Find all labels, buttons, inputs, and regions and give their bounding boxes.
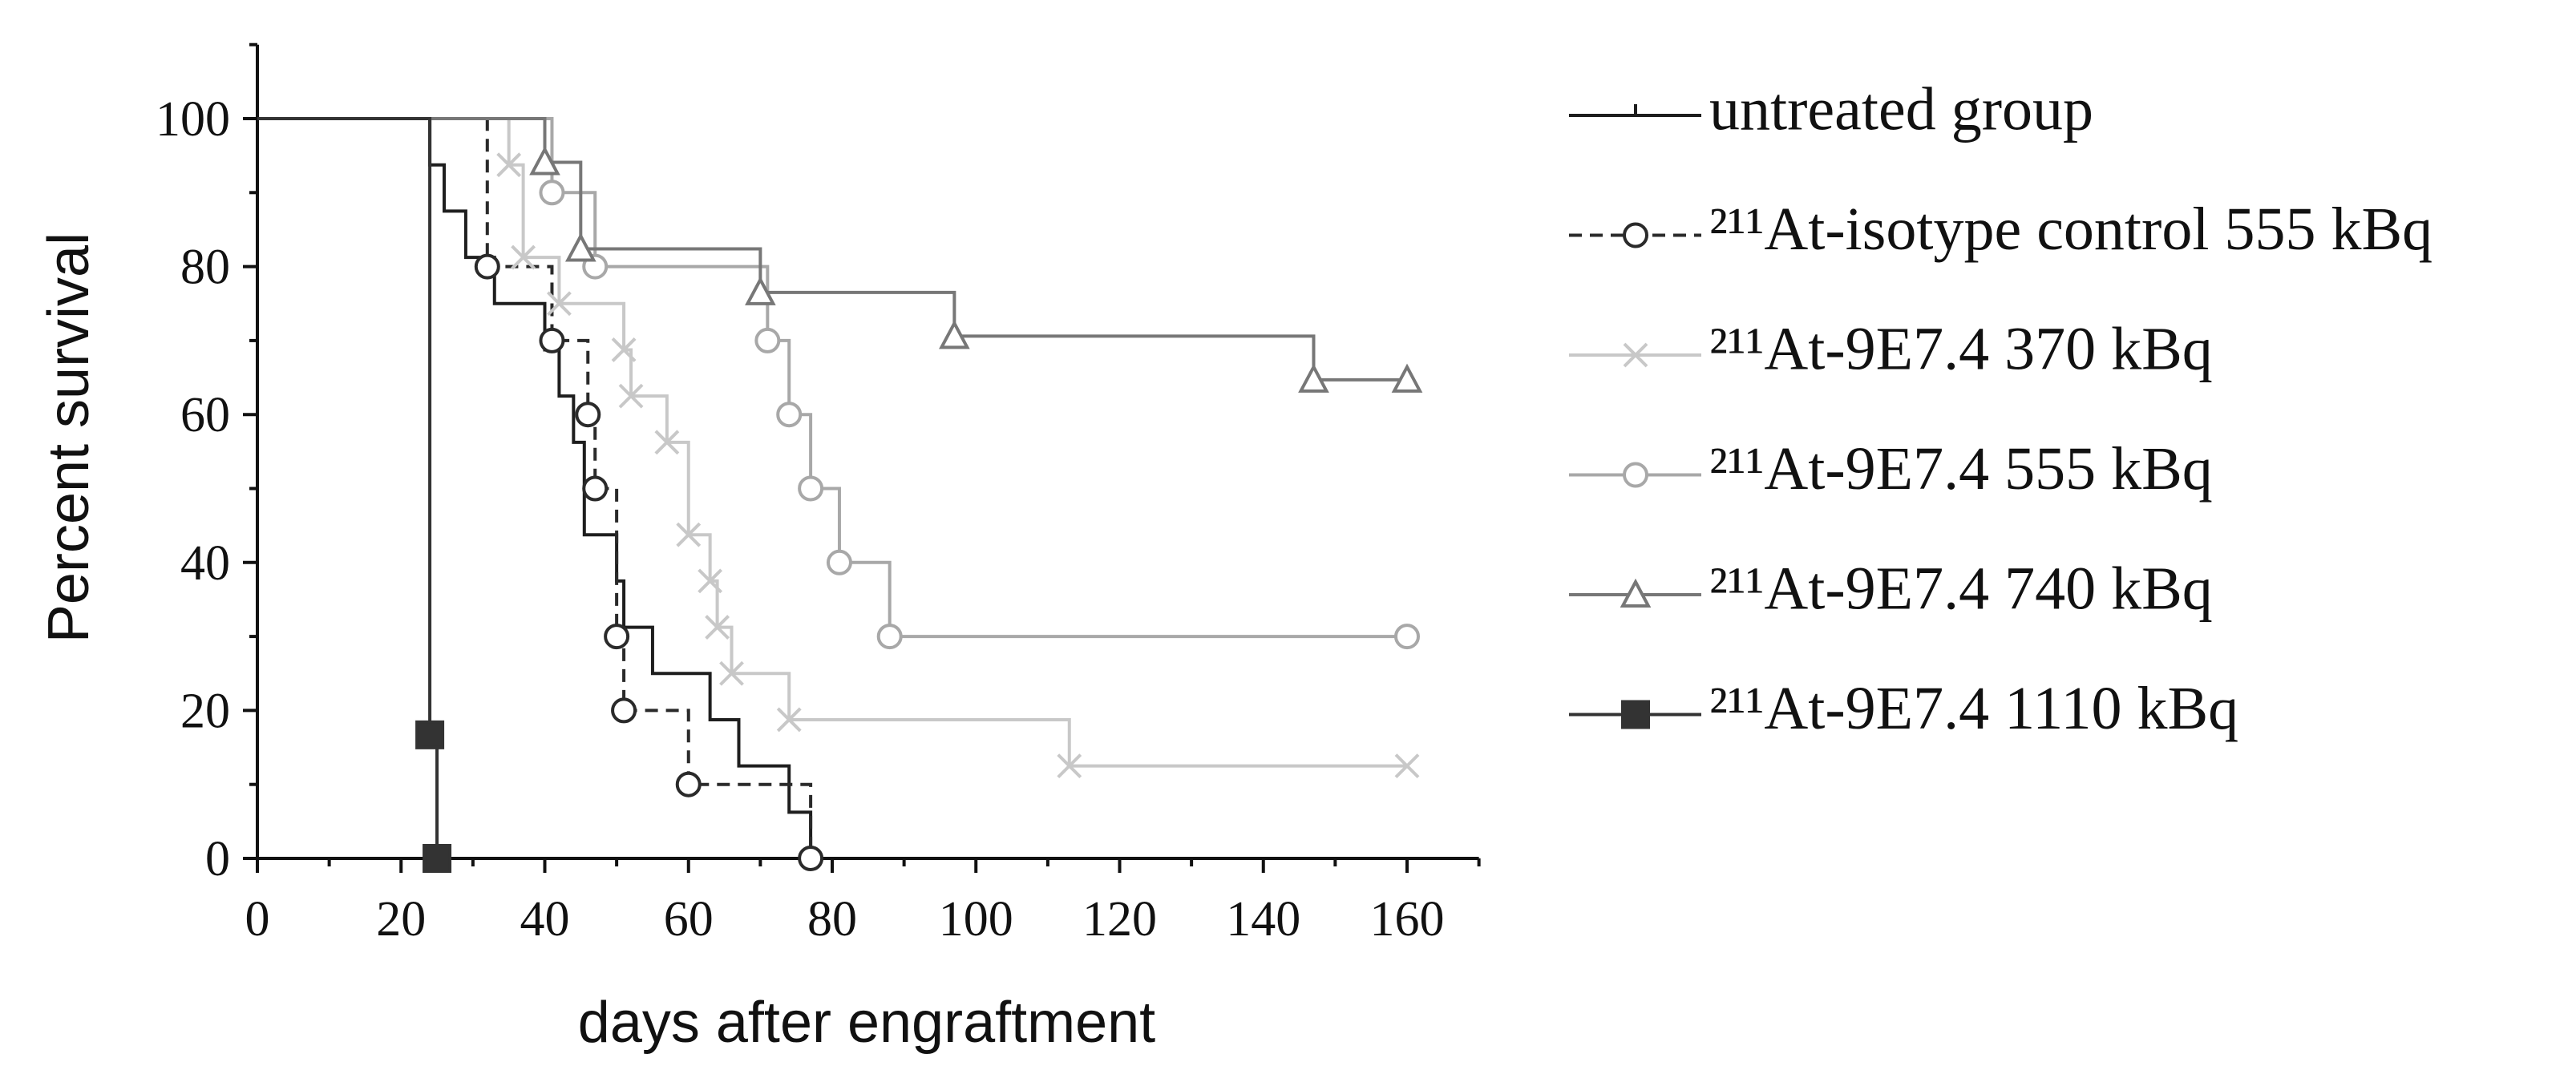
marker [496, 152, 522, 178]
marker [575, 402, 601, 428]
marker [611, 697, 637, 724]
legend-label: ²¹¹At-9E7.4 555 kBq [1709, 435, 2213, 503]
y-tick-label: 20 [180, 684, 230, 738]
marker [654, 430, 680, 455]
marker [939, 320, 970, 349]
marker [705, 615, 730, 640]
y-tick-label: 60 [180, 388, 230, 442]
y-tick-label: 0 [205, 832, 230, 886]
legend-item: ²¹¹At-9E7.4 1110 kBq [1569, 675, 2238, 742]
marker [876, 624, 903, 650]
marker [675, 771, 702, 797]
y-tick-label: 100 [156, 92, 230, 147]
marker [582, 475, 609, 502]
x-tick-label: 0 [245, 892, 270, 947]
marker [539, 327, 565, 353]
marker [1057, 753, 1082, 779]
marker [754, 327, 781, 353]
y-tick-label: 40 [180, 536, 230, 591]
marker [719, 660, 744, 686]
marker [798, 846, 824, 871]
marker [547, 291, 572, 317]
x-tick-label: 60 [664, 892, 714, 947]
legend-item: ²¹¹At-9E7.4 740 kBq [1569, 555, 2213, 622]
marker [564, 232, 596, 262]
marker [798, 475, 824, 502]
survival-curve [257, 117, 813, 858]
x-tick-label: 160 [1370, 892, 1445, 947]
x-tick-label: 140 [1226, 892, 1300, 947]
survival-curve [257, 117, 439, 858]
legend-label: untreated group [1709, 75, 2093, 143]
marker [618, 383, 644, 409]
marker [529, 146, 560, 176]
legend-label: ²¹¹At-9E7.4 370 kBq [1709, 315, 2213, 382]
legend-label: ²¹¹At-isotype control 555 kBq [1709, 196, 2432, 263]
marker [745, 276, 776, 305]
x-axis-label: days after engraftment [578, 991, 1155, 1055]
survival-curve [257, 117, 1407, 639]
marker [539, 180, 565, 206]
marker [776, 402, 803, 428]
legend-label: ²¹¹At-9E7.4 740 kBq [1709, 555, 2213, 622]
marker [423, 844, 452, 873]
legend-marker [1620, 578, 1652, 608]
marker [415, 720, 445, 749]
marker [611, 337, 637, 362]
legend-marker [1621, 700, 1650, 729]
legend-label: ²¹¹At-9E7.4 1110 kBq [1709, 675, 2238, 742]
marker [1394, 624, 1420, 650]
survival-curve [257, 117, 1407, 768]
x-tick-label: 100 [939, 892, 1013, 947]
marker [1391, 363, 1423, 393]
legend-marker [1623, 222, 1648, 248]
marker [1394, 753, 1420, 779]
marker [604, 624, 630, 650]
x-tick-label: 80 [807, 892, 857, 947]
legend-item: ²¹¹At-9E7.4 370 kBq [1569, 315, 2213, 382]
marker [474, 253, 500, 280]
survival-curve [257, 117, 813, 858]
legend-marker [1623, 462, 1648, 488]
legend-marker [1623, 342, 1648, 368]
y-axis-label: Percent survival [37, 232, 101, 643]
x-tick-label: 120 [1082, 892, 1157, 947]
marker [776, 707, 802, 733]
legend-item: ²¹¹At-9E7.4 555 kBq [1569, 435, 2213, 503]
marker [826, 549, 852, 575]
x-tick-label: 20 [376, 892, 426, 947]
marker [1298, 363, 1329, 393]
marker [676, 522, 702, 547]
legend-item: ²¹¹At-isotype control 555 kBq [1569, 196, 2432, 263]
y-tick-label: 80 [180, 240, 230, 295]
x-tick-label: 40 [520, 892, 570, 947]
legend-item: untreated group [1569, 75, 2093, 143]
marker [511, 244, 536, 270]
marker [698, 568, 723, 594]
